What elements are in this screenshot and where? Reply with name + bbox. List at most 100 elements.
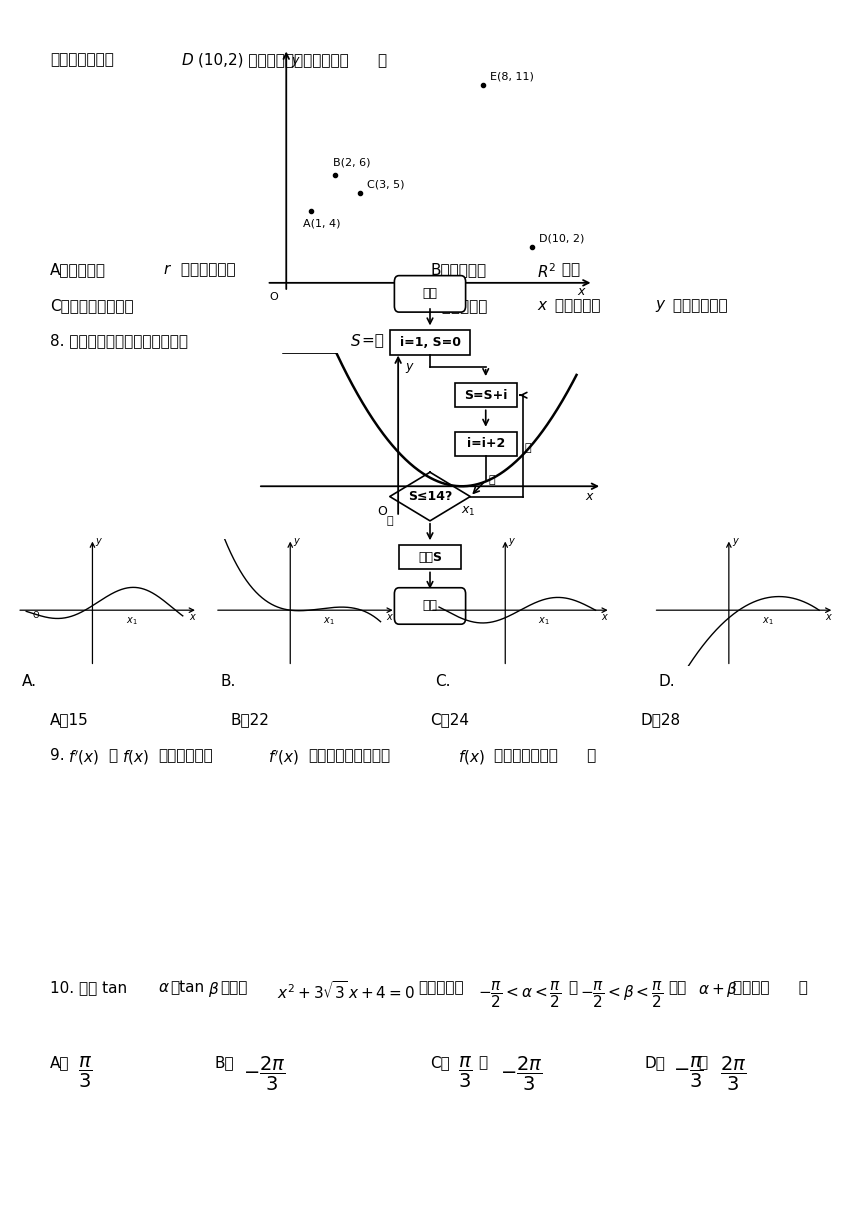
Text: 8. 如图所示，程序框图的输出值: 8. 如图所示，程序框图的输出值 [50, 333, 188, 348]
FancyBboxPatch shape [455, 383, 517, 407]
Text: A．: A． [50, 1055, 70, 1070]
Text: y: y [292, 54, 298, 67]
Text: i=1, S=0: i=1, S=0 [400, 336, 460, 349]
Text: $x_1$: $x_1$ [538, 615, 550, 626]
Text: $r$: $r$ [163, 261, 172, 277]
Text: $\beta$: $\beta$ [208, 980, 219, 1000]
Text: A．相关系数: A．相关系数 [50, 261, 106, 277]
Text: D．28: D．28 [640, 713, 680, 727]
Text: 或: 或 [478, 1055, 487, 1070]
Text: x: x [188, 613, 194, 623]
Text: $f(x)$: $f(x)$ [122, 748, 149, 766]
Text: 否: 否 [387, 516, 393, 525]
Text: $-\dfrac{2\pi}{3}$: $-\dfrac{2\pi}{3}$ [243, 1055, 286, 1093]
FancyBboxPatch shape [395, 587, 465, 624]
Text: (10,2) 后，下列说法正确的是（      ）: (10,2) 后，下列说法正确的是（ ） [198, 52, 387, 67]
Text: $\alpha$: $\alpha$ [158, 980, 169, 995]
Text: 的绝对值变小: 的绝对值变小 [176, 261, 236, 277]
Text: 10. 已知 tan: 10. 已知 tan [50, 980, 127, 995]
Text: 的值为（      ）: 的值为（ ） [733, 980, 808, 995]
Text: $S$: $S$ [350, 333, 361, 349]
Text: C．残差平方和变大: C．残差平方和变大 [50, 298, 133, 313]
Text: D．: D． [645, 1055, 666, 1070]
Text: $-\dfrac{\pi}{3}$: $-\dfrac{\pi}{3}$ [673, 1055, 703, 1090]
Text: x: x [387, 613, 392, 623]
FancyBboxPatch shape [455, 432, 517, 456]
Text: S≤14?: S≤14? [408, 490, 452, 503]
Text: $x_1$: $x_1$ [461, 506, 476, 518]
Text: $\alpha+\beta$: $\alpha+\beta$ [698, 980, 738, 1000]
FancyBboxPatch shape [395, 276, 465, 313]
Text: C．: C． [430, 1055, 450, 1070]
Text: 的导函数，若: 的导函数，若 [158, 748, 212, 762]
Text: $\dfrac{\pi}{3}$: $\dfrac{\pi}{3}$ [78, 1055, 92, 1090]
FancyBboxPatch shape [390, 331, 470, 355]
Text: y: y [508, 536, 514, 546]
Text: 是方程: 是方程 [220, 980, 248, 995]
Text: $x_1$: $x_1$ [126, 615, 138, 626]
Text: 散点图．若去掉: 散点图．若去掉 [50, 52, 114, 67]
Text: 的相关性变强: 的相关性变强 [668, 298, 728, 313]
Text: $f(x)$: $f(x)$ [458, 748, 485, 766]
Text: A.: A. [22, 675, 37, 689]
Text: S=S+i: S=S+i [464, 389, 507, 401]
Text: $-\dfrac{2\pi}{3}$: $-\dfrac{2\pi}{3}$ [500, 1055, 543, 1093]
Text: $f'(x)$: $f'(x)$ [68, 748, 100, 766]
Text: $x_1$: $x_1$ [323, 615, 335, 626]
Text: A(1, 4): A(1, 4) [304, 219, 341, 229]
Text: 是: 是 [108, 748, 117, 762]
Text: x: x [577, 286, 585, 298]
Text: y: y [95, 536, 101, 546]
Text: i=i+2: i=i+2 [467, 438, 505, 450]
Text: 是: 是 [525, 443, 531, 452]
Text: $x^2+3\sqrt{3}\,x+4=0$: $x^2+3\sqrt{3}\,x+4=0$ [277, 980, 415, 1002]
Text: 变小: 变小 [557, 261, 580, 277]
Text: $\dfrac{2\pi}{3}$: $\dfrac{2\pi}{3}$ [720, 1055, 746, 1093]
Text: $-\dfrac{\pi}{2}<\beta<\dfrac{\pi}{2}$: $-\dfrac{\pi}{2}<\beta<\dfrac{\pi}{2}$ [580, 980, 663, 1009]
Text: 或: 或 [698, 1055, 707, 1070]
Text: 开始: 开始 [422, 287, 438, 300]
Text: O: O [32, 610, 39, 620]
Text: 的图象如图所示，则: 的图象如图所示，则 [308, 748, 390, 762]
Text: O: O [269, 292, 279, 302]
Text: y: y [293, 536, 299, 546]
Text: B.: B. [220, 675, 236, 689]
Text: B(2, 6): B(2, 6) [333, 158, 371, 168]
Text: B．相关指数: B．相关指数 [430, 261, 486, 277]
Text: $y$: $y$ [655, 298, 667, 314]
Text: 输出S: 输出S [418, 551, 442, 564]
Text: $x$: $x$ [537, 298, 549, 313]
Text: $D$: $D$ [181, 52, 194, 68]
Text: x: x [602, 613, 607, 623]
Text: C(3, 5): C(3, 5) [367, 179, 405, 190]
Text: A．15: A．15 [50, 713, 89, 727]
Text: C.: C. [435, 675, 451, 689]
Text: 结束: 结束 [422, 599, 438, 613]
Text: ，则: ，则 [668, 980, 686, 995]
Text: $f'(x)$: $f'(x)$ [268, 748, 299, 766]
Text: 的两根，且: 的两根，且 [418, 980, 464, 995]
Text: x: x [586, 490, 593, 502]
Text: y: y [732, 536, 738, 546]
Text: 是: 是 [488, 475, 495, 485]
Text: ，tan: ，tan [170, 980, 204, 995]
Text: x: x [825, 613, 831, 623]
Text: O: O [378, 506, 387, 518]
Text: 与响应变量: 与响应变量 [550, 298, 600, 313]
Text: $x_1$: $x_1$ [762, 615, 774, 626]
Text: D．解释变量: D．解释变量 [430, 298, 488, 313]
Text: C．24: C．24 [430, 713, 469, 727]
Text: D(10, 2): D(10, 2) [539, 233, 585, 243]
Text: E(8, 11): E(8, 11) [490, 71, 534, 81]
Text: D.: D. [659, 675, 675, 689]
Text: 9.: 9. [50, 748, 70, 762]
Text: $-\dfrac{\pi}{2}<\alpha<\dfrac{\pi}{2}$: $-\dfrac{\pi}{2}<\alpha<\dfrac{\pi}{2}$ [478, 980, 562, 1009]
Text: $R^2$: $R^2$ [537, 261, 556, 281]
Text: B．: B． [215, 1055, 235, 1070]
Text: ，: ， [568, 980, 577, 995]
Text: B．22: B．22 [230, 713, 269, 727]
Text: =（      ）: =（ ） [362, 333, 422, 348]
FancyBboxPatch shape [399, 545, 461, 569]
Text: y: y [406, 360, 413, 373]
Text: $\dfrac{\pi}{3}$: $\dfrac{\pi}{3}$ [458, 1055, 472, 1090]
